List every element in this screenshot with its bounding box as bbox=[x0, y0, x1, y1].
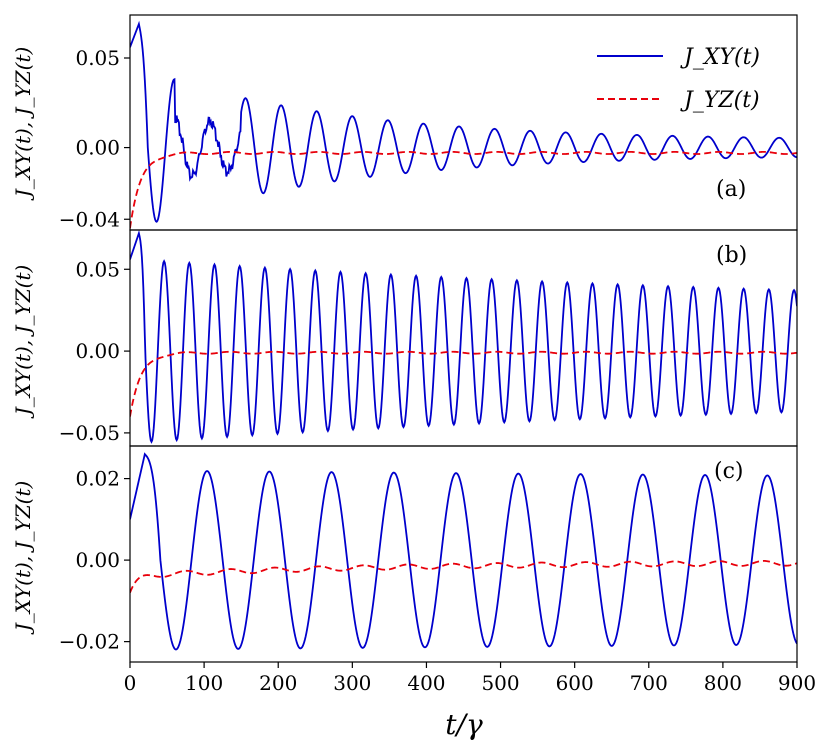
y-axis-label-a: J_XY(t), J_YZ(t) bbox=[11, 47, 35, 202]
series-line-jyz-b bbox=[130, 350, 797, 417]
series-line-jyz-c bbox=[130, 559, 797, 594]
y-tick-label-b-1: 0.00 bbox=[75, 339, 120, 363]
y-tick-label-c-2: −0.02 bbox=[59, 630, 120, 654]
y-tick-label-b-0: 0.05 bbox=[75, 257, 120, 281]
x-tick-label-9: 900 bbox=[778, 671, 816, 695]
panel-c: 0.02 0.00 −0.02 (c) bbox=[59, 445, 798, 668]
series-line-jyz-a bbox=[130, 150, 797, 229]
x-tick-label-6: 600 bbox=[556, 671, 594, 695]
y-tick-label-a-0: 0.05 bbox=[75, 46, 120, 70]
y-tick-label-a-2: −0.04 bbox=[59, 207, 120, 231]
panel-a: 0.05 0.00 −0.04 (a) bbox=[59, 14, 798, 231]
legend: J_XY(t) J_YZ(t) bbox=[597, 45, 760, 113]
panel-b: 0.05 0.00 −0.05 (b) bbox=[59, 229, 798, 447]
x-axis-label: t/γ bbox=[445, 708, 483, 741]
y-tick-label-a-1: 0.00 bbox=[75, 136, 120, 160]
series-line-jxy-b bbox=[130, 230, 797, 444]
x-tick-label-7: 700 bbox=[630, 671, 668, 695]
series-line-jxy-a bbox=[130, 20, 797, 223]
x-tick-label-2: 200 bbox=[259, 671, 297, 695]
series-line-jxy-c bbox=[130, 452, 797, 651]
panel-label-b: (b) bbox=[716, 243, 747, 268]
x-tick-label-0: 0 bbox=[124, 671, 137, 695]
panel-label-a: (a) bbox=[716, 177, 746, 202]
x-tick-label-8: 800 bbox=[704, 671, 742, 695]
y-tick-label-c-1: 0.00 bbox=[75, 548, 120, 572]
x-tick-label-3: 300 bbox=[333, 671, 371, 695]
legend-label-jyz: J_YZ(t) bbox=[680, 88, 760, 113]
x-tick-label-4: 400 bbox=[407, 671, 445, 695]
y-tick-label-b-2: −0.05 bbox=[59, 421, 120, 445]
plot-frame-c bbox=[129, 445, 798, 663]
shared-x-axis: 0 100 200 300 400 500 600 700 800 900 bbox=[124, 671, 816, 695]
legend-label-jxy: J_XY(t) bbox=[680, 45, 760, 70]
y-axis-label-c: J_XY(t), J_YZ(t) bbox=[11, 481, 35, 636]
y-axis-label-b: J_XY(t), J_YZ(t) bbox=[11, 265, 35, 420]
panel-label-c: (c) bbox=[714, 459, 744, 484]
x-tick-label-5: 500 bbox=[481, 671, 519, 695]
y-tick-label-c-0: 0.02 bbox=[75, 467, 120, 491]
x-tick-label-1: 100 bbox=[185, 671, 223, 695]
